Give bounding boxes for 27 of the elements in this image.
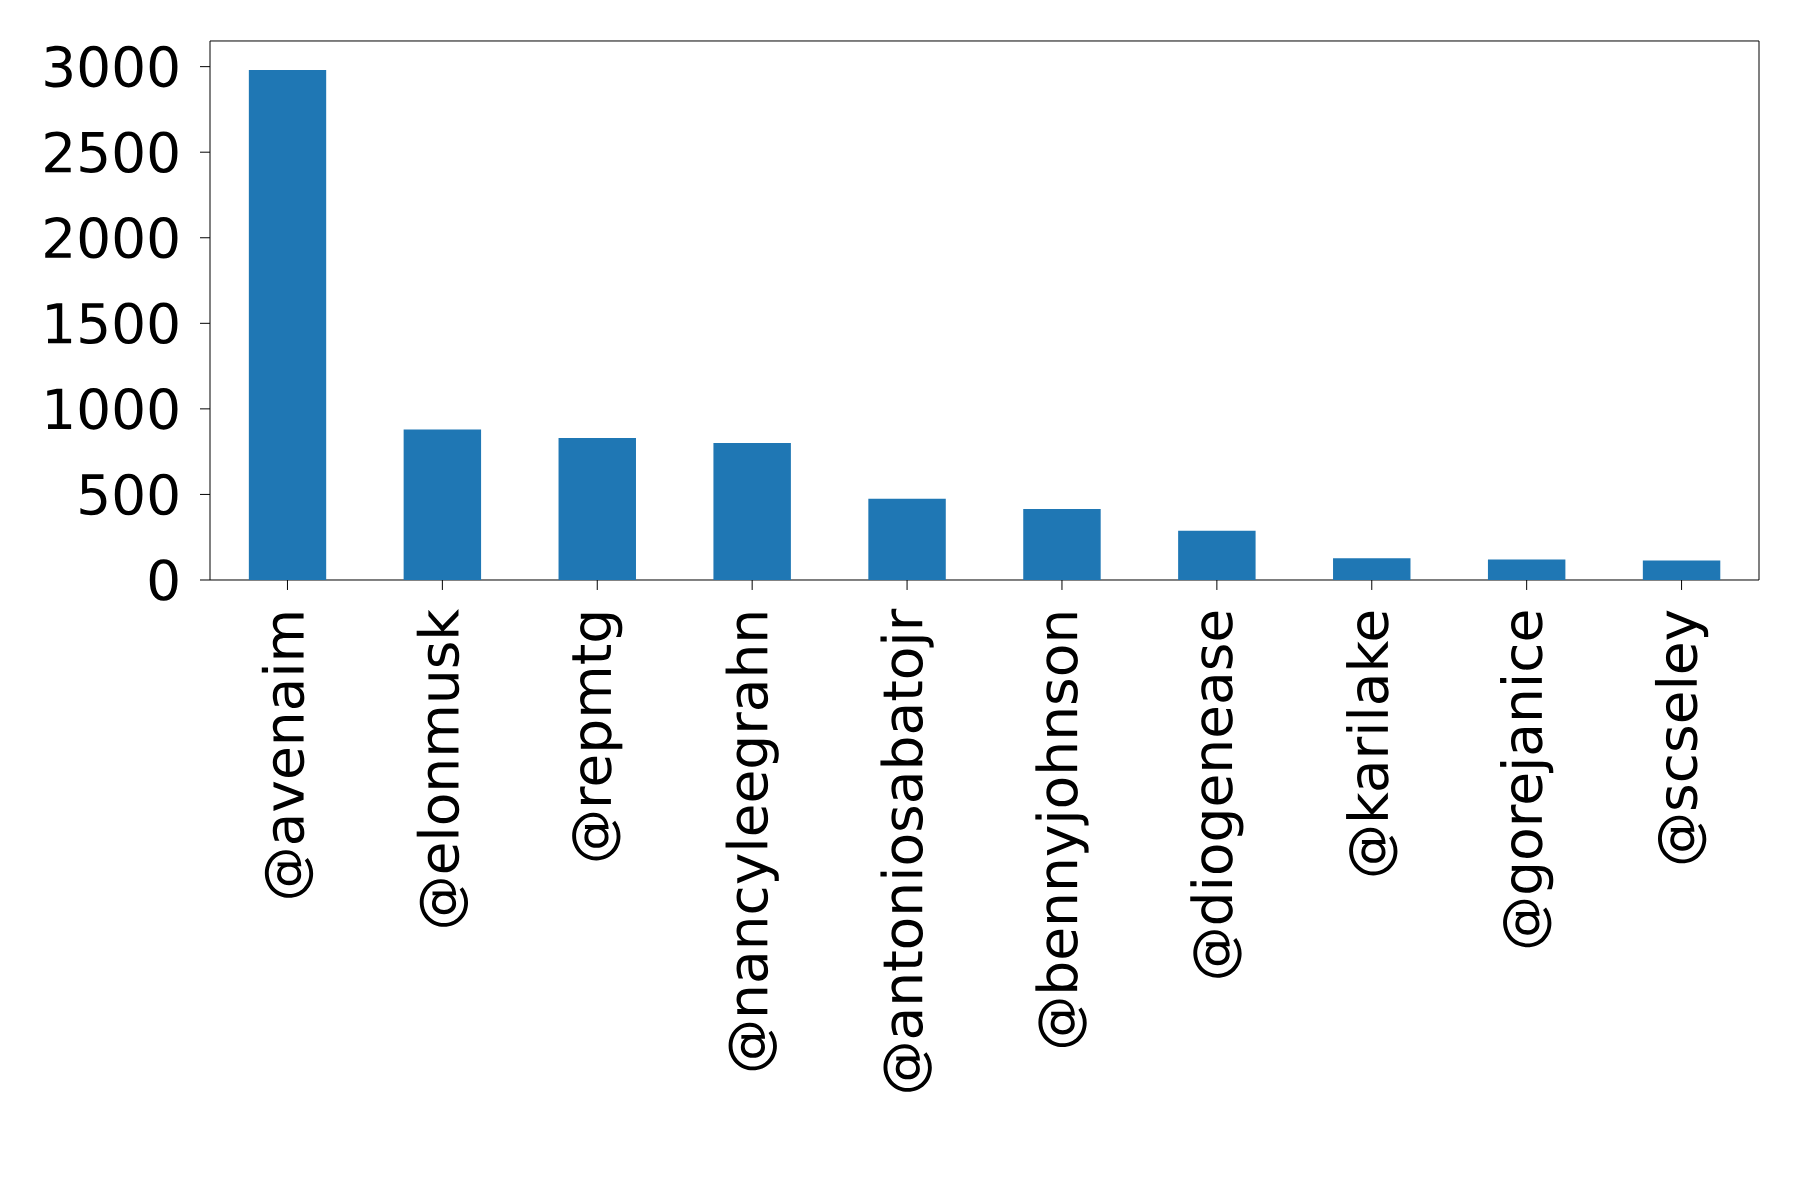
x-tick-label: @antoniosabatojr — [880, 608, 934, 1092]
bar — [558, 437, 636, 580]
y-tick-label: 3000 — [45, 45, 178, 88]
x-tick-label: @bennyjohnson — [1035, 613, 1089, 1048]
bar — [1487, 559, 1566, 580]
bar — [1178, 530, 1256, 580]
bar — [713, 443, 791, 580]
x-tick-label: @repmtg — [572, 613, 623, 861]
y-tick-label: 500 — [80, 473, 178, 516]
x-tick-label: @gorejanice — [1500, 611, 1554, 948]
x-tick-label: @nancyleegrahn — [725, 613, 779, 1071]
y-tick-label: 0 — [149, 559, 178, 601]
bar — [1642, 560, 1721, 580]
x-tick-label: @elonmusk — [416, 608, 469, 927]
y-tick-label: 1000 — [47, 388, 178, 430]
y-tick-label: 2000 — [45, 216, 178, 259]
y-tick-label: 1500 — [47, 302, 178, 345]
bar — [868, 498, 946, 580]
y-tick-label: 2500 — [45, 131, 178, 174]
x-tick-label: @avenaim — [261, 613, 314, 898]
bar — [248, 70, 327, 580]
x-tick-label: @karilake — [1346, 611, 1398, 876]
bar — [1333, 558, 1411, 580]
x-tick-label: @scseley — [1654, 610, 1709, 864]
x-tick-label: @diogenease — [1190, 611, 1244, 978]
bar — [1023, 508, 1101, 580]
bar — [403, 429, 482, 580]
